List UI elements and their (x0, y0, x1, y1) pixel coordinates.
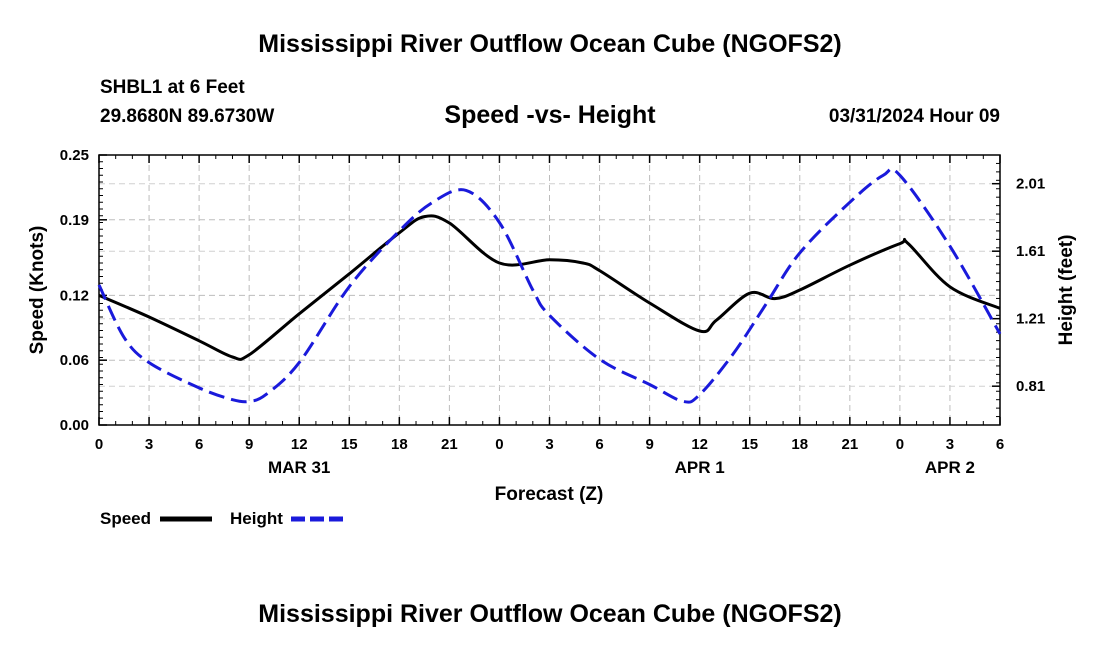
x-tick-label: 0 (495, 436, 503, 453)
footer-title: Mississippi River Outflow Ocean Cube (NG… (258, 600, 842, 628)
series-line-speed (98, 214, 1001, 361)
x-tick-label: 9 (645, 436, 653, 453)
legend-label-speed: Speed (100, 509, 151, 528)
x-tick-label: 3 (145, 436, 153, 453)
series-lines (97, 167, 1002, 404)
x-tick-label: 6 (195, 436, 203, 453)
series-line-height (97, 167, 1002, 404)
x-axis-title: Forecast (Z) (495, 484, 604, 505)
x-tick-label: 0 (95, 436, 103, 453)
tick-marks (98, 154, 1001, 426)
chart-title: Mississippi River Outflow Ocean Cube (NG… (258, 30, 842, 58)
x-date-label: APR 1 (675, 458, 725, 477)
y-right-tick-label: 1.61 (1016, 243, 1045, 260)
x-date-label: MAR 31 (268, 458, 330, 477)
chart-subtitle: Speed -vs- Height (444, 101, 656, 129)
legend-label-height: Height (230, 509, 283, 528)
tick-labels: 0 3 6 9 12 15 18 21 0 3 6 9 12 15 18 21 0 3 6 MAR 31 APR 1 AP… (60, 147, 1045, 477)
y-left-tick-label: 0.06 (60, 352, 89, 369)
y-right-tick-label: 1.21 (1016, 311, 1045, 328)
x-tick-label: 3 (946, 436, 954, 453)
x-tick-label: 12 (691, 436, 708, 453)
x-tick-label: 15 (341, 436, 358, 453)
x-tick-label: 6 (595, 436, 603, 453)
x-tick-label: 6 (996, 436, 1004, 453)
station-label: SHBL1 at 6 Feet (100, 77, 245, 98)
y-right-tick-label: 0.81 (1016, 378, 1045, 395)
y-left-tick-label: 0.00 (60, 417, 89, 434)
datetime-label: 03/31/2024 Hour 09 (828, 106, 1000, 127)
x-tick-label: 18 (791, 436, 808, 453)
x-tick-label: 0 (896, 436, 904, 453)
x-tick-label: 3 (545, 436, 553, 453)
y-axis-title-left: Speed (Knots) (27, 226, 48, 355)
x-tick-label: 21 (441, 436, 458, 453)
y-left-tick-label: 0.12 (60, 287, 89, 304)
x-tick-label: 15 (741, 436, 758, 453)
x-tick-label: 9 (245, 436, 253, 453)
y-axis-title-right: Height (feet) (1056, 235, 1077, 346)
y-right-tick-label: 2.01 (1016, 176, 1045, 193)
legend: Speed Height (100, 509, 343, 528)
x-date-label: APR 2 (925, 458, 975, 477)
y-left-tick-label: 0.19 (60, 212, 89, 229)
x-tick-label: 18 (391, 436, 408, 453)
grid-lines (99, 155, 1000, 425)
y-left-tick-label: 0.25 (60, 147, 89, 164)
x-tick-label: 21 (841, 436, 858, 453)
coordinates-label: 29.8680N 89.6730W (100, 106, 275, 127)
x-tick-label: 12 (291, 436, 308, 453)
